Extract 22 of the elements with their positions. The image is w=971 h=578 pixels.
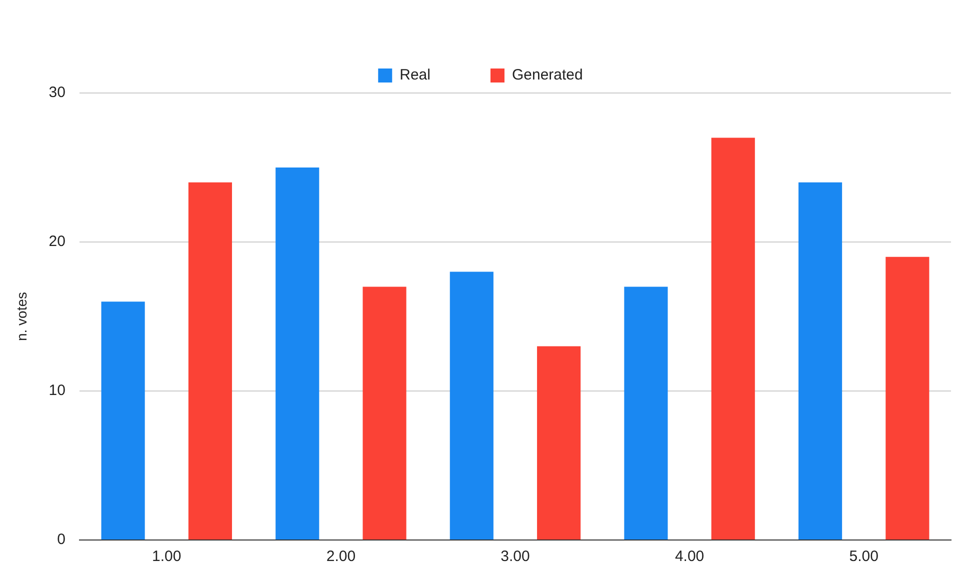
legend-label: Real bbox=[400, 66, 430, 84]
bar bbox=[276, 168, 320, 540]
bar bbox=[711, 138, 755, 540]
y-tick-label: 0 bbox=[57, 531, 66, 548]
x-tick-label: 3.00 bbox=[500, 548, 530, 566]
y-tick-label: 20 bbox=[48, 233, 66, 250]
bar bbox=[886, 256, 930, 540]
legend-label: Generated bbox=[512, 66, 583, 84]
x-tick-label: 1.00 bbox=[152, 548, 182, 566]
bar bbox=[624, 286, 668, 540]
bar bbox=[188, 182, 232, 540]
x-tick-label: 5.00 bbox=[849, 548, 878, 566]
x-tick-label: 2.00 bbox=[326, 548, 356, 566]
y-tick-label: 30 bbox=[48, 84, 66, 102]
bar bbox=[101, 302, 145, 540]
bar bbox=[798, 182, 842, 540]
bar bbox=[362, 286, 406, 540]
bar bbox=[537, 346, 581, 540]
x-tick-label: 4.00 bbox=[674, 548, 704, 566]
y-tick-label: 10 bbox=[48, 382, 66, 400]
y-axis-title: n. votes bbox=[13, 292, 30, 342]
bar bbox=[450, 272, 494, 540]
